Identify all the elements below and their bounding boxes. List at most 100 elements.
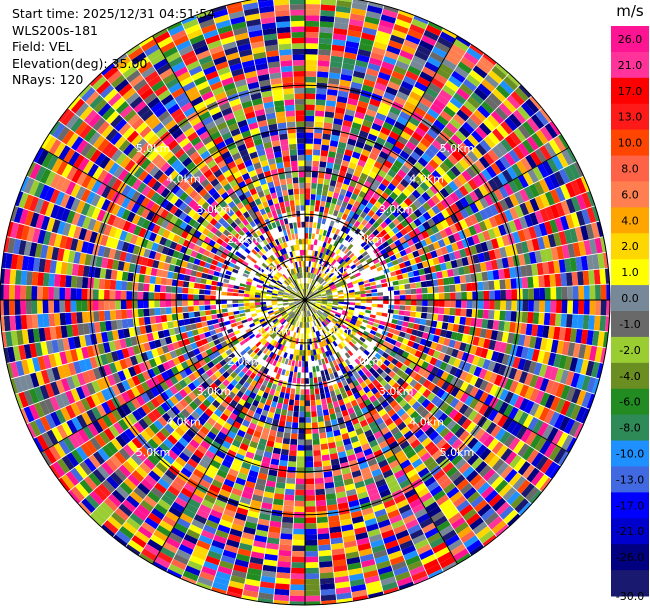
ppi-gate xyxy=(379,101,392,112)
ppi-gate xyxy=(365,138,376,147)
ppi-gate xyxy=(459,207,470,219)
ppi-gate xyxy=(441,28,458,39)
ppi-gate xyxy=(557,133,570,150)
ppi-gate xyxy=(448,315,455,324)
ppi-gate xyxy=(20,300,27,315)
ppi-gate xyxy=(542,351,551,365)
ppi-gate xyxy=(336,256,343,263)
ppi-gate xyxy=(312,332,316,339)
ppi-gate xyxy=(581,191,592,209)
ppi-gate xyxy=(426,128,439,140)
ppi-gate xyxy=(436,211,446,222)
ppi-gate xyxy=(307,238,312,245)
ppi-gate xyxy=(452,113,466,126)
ppi-gate xyxy=(454,188,465,200)
ppi-gate xyxy=(318,37,333,45)
ppi-gate xyxy=(398,284,405,291)
ppi-gate xyxy=(547,260,555,275)
ppi-gate xyxy=(319,206,325,213)
ppi-gate xyxy=(42,286,49,300)
ppi-gate xyxy=(503,182,514,197)
ppi-gate xyxy=(336,0,353,3)
ppi-gate xyxy=(182,306,189,313)
ppi-gate xyxy=(305,595,321,602)
ppi-gate xyxy=(326,89,339,96)
ppi-gate xyxy=(36,300,43,314)
ppi-gate xyxy=(401,44,417,56)
ppi-gate xyxy=(498,320,505,332)
ppi-gate xyxy=(481,271,489,282)
ppi-gate xyxy=(430,250,438,259)
ppi-gate xyxy=(466,282,473,292)
ppi-gate xyxy=(305,138,314,144)
ppi-gate xyxy=(473,87,489,101)
ppi-gate xyxy=(365,257,373,264)
ppi-gate xyxy=(334,282,341,287)
ppi-gate xyxy=(417,195,427,206)
ppi-gate xyxy=(444,292,451,300)
ppi-gate xyxy=(481,168,493,182)
ppi-gate xyxy=(435,93,450,106)
ppi-gate xyxy=(451,70,466,84)
ppi-gate xyxy=(448,251,456,261)
ppi-gate xyxy=(514,86,530,102)
ppi-gate xyxy=(359,287,366,292)
ppi-gate xyxy=(375,30,392,40)
ppi-gate xyxy=(308,291,313,296)
ppi-gate xyxy=(372,179,381,188)
ppi-gate xyxy=(143,274,151,284)
ppi-gate xyxy=(342,57,357,66)
ppi-gate xyxy=(593,315,601,331)
ppi-gate xyxy=(325,290,332,294)
ppi-gate xyxy=(351,151,361,160)
ppi-gate xyxy=(453,250,462,260)
ppi-gate xyxy=(321,303,327,306)
ppi-gate xyxy=(333,118,344,126)
ppi-gate xyxy=(468,190,480,203)
ppi-gate xyxy=(408,316,416,324)
ppi-gate xyxy=(426,279,433,288)
ppi-gate xyxy=(274,588,290,596)
ppi-gate xyxy=(313,461,323,468)
ppi-gate xyxy=(573,161,584,178)
ppi-gate xyxy=(381,8,399,19)
ppi-gate xyxy=(443,284,450,293)
ppi-gate xyxy=(382,55,398,66)
ppi-gate xyxy=(452,231,462,242)
ppi-gate xyxy=(575,177,587,194)
ppi-gate xyxy=(323,247,328,255)
ppi-gate xyxy=(338,237,345,244)
ppi-gate xyxy=(115,280,122,291)
ppi-gate xyxy=(292,411,300,418)
ppi-gate xyxy=(337,90,350,98)
ppi-gate xyxy=(305,76,317,83)
ppi-gate xyxy=(522,120,536,136)
ppi-gate xyxy=(426,56,442,68)
ppi-gate xyxy=(320,150,329,157)
ppi-gate xyxy=(526,117,540,133)
ppi-gate xyxy=(357,159,367,168)
ppi-gate xyxy=(504,278,512,290)
ppi-gate xyxy=(474,262,482,273)
ppi-gate xyxy=(305,26,320,33)
ppi-gate xyxy=(345,190,353,198)
ppi-gate xyxy=(445,216,455,227)
ppi-gate xyxy=(354,291,361,295)
ppi-gate xyxy=(460,56,476,70)
ppi-gate xyxy=(347,243,354,251)
ppi-gate xyxy=(564,258,572,273)
ppi-gate xyxy=(305,166,312,172)
ppi-gate xyxy=(452,323,460,333)
ppi-gate xyxy=(565,197,576,214)
ppi-gate xyxy=(517,142,530,157)
ppi-gate xyxy=(154,307,161,316)
ppi-gate xyxy=(305,221,310,228)
ppi-gate xyxy=(155,276,162,285)
ppi-gate xyxy=(149,315,157,325)
ppi-gate xyxy=(561,149,574,166)
ppi-gate xyxy=(513,127,527,143)
ppi-gate xyxy=(387,182,397,192)
ppi-gate xyxy=(402,75,417,86)
ppi-gate xyxy=(277,297,283,299)
ppi-gate xyxy=(393,285,400,291)
